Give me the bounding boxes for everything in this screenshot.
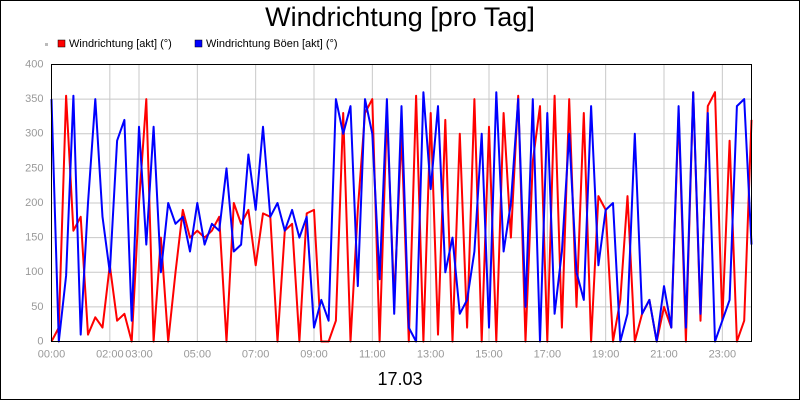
legend-marker <box>45 43 48 46</box>
x-axis-label: 17.03 <box>377 369 422 389</box>
y-tick-label: 50 <box>31 301 43 313</box>
x-tick-label: 23:00 <box>709 348 737 360</box>
x-tick-label: 09:00 <box>300 348 328 360</box>
x-tick-label: 21:00 <box>650 348 678 360</box>
x-tick-label: 03:00 <box>125 348 153 360</box>
data-line <box>50 91 753 343</box>
legend: Windrichtung [akt] (°) Windrichtung Böen … <box>57 38 338 50</box>
legend-swatch <box>57 39 66 48</box>
legend-swatch <box>194 39 203 48</box>
legend-label: Windrichtung [akt] (°) <box>69 38 172 50</box>
x-tick-label: 00:00 <box>38 348 66 360</box>
y-tick-label: 150 <box>25 232 43 244</box>
x-tick-label: 07:00 <box>242 348 270 360</box>
x-tick-label: 15:00 <box>475 348 503 360</box>
y-tick-label: 350 <box>25 93 43 105</box>
x-tick-label: 02:00 <box>96 348 124 360</box>
x-tick-label: 05:00 <box>184 348 212 360</box>
y-tick-label: 100 <box>25 266 43 278</box>
y-tick-label: 0 <box>37 335 43 347</box>
y-tick-label: 250 <box>25 162 43 174</box>
x-tick-label: 13:00 <box>417 348 445 360</box>
x-tick-label: 17:00 <box>534 348 562 360</box>
y-tick-label: 300 <box>25 128 43 140</box>
chart-title: Windrichtung [pro Tag] <box>265 2 535 32</box>
plot-border <box>51 64 752 342</box>
y-tick-label: 400 <box>25 58 43 70</box>
legend-label: Windrichtung Böen [akt] (°) <box>206 38 338 50</box>
x-tick-label: 11:00 <box>359 348 386 360</box>
x-tick-label: 19:00 <box>592 348 620 360</box>
y-tick-label: 200 <box>25 197 43 209</box>
